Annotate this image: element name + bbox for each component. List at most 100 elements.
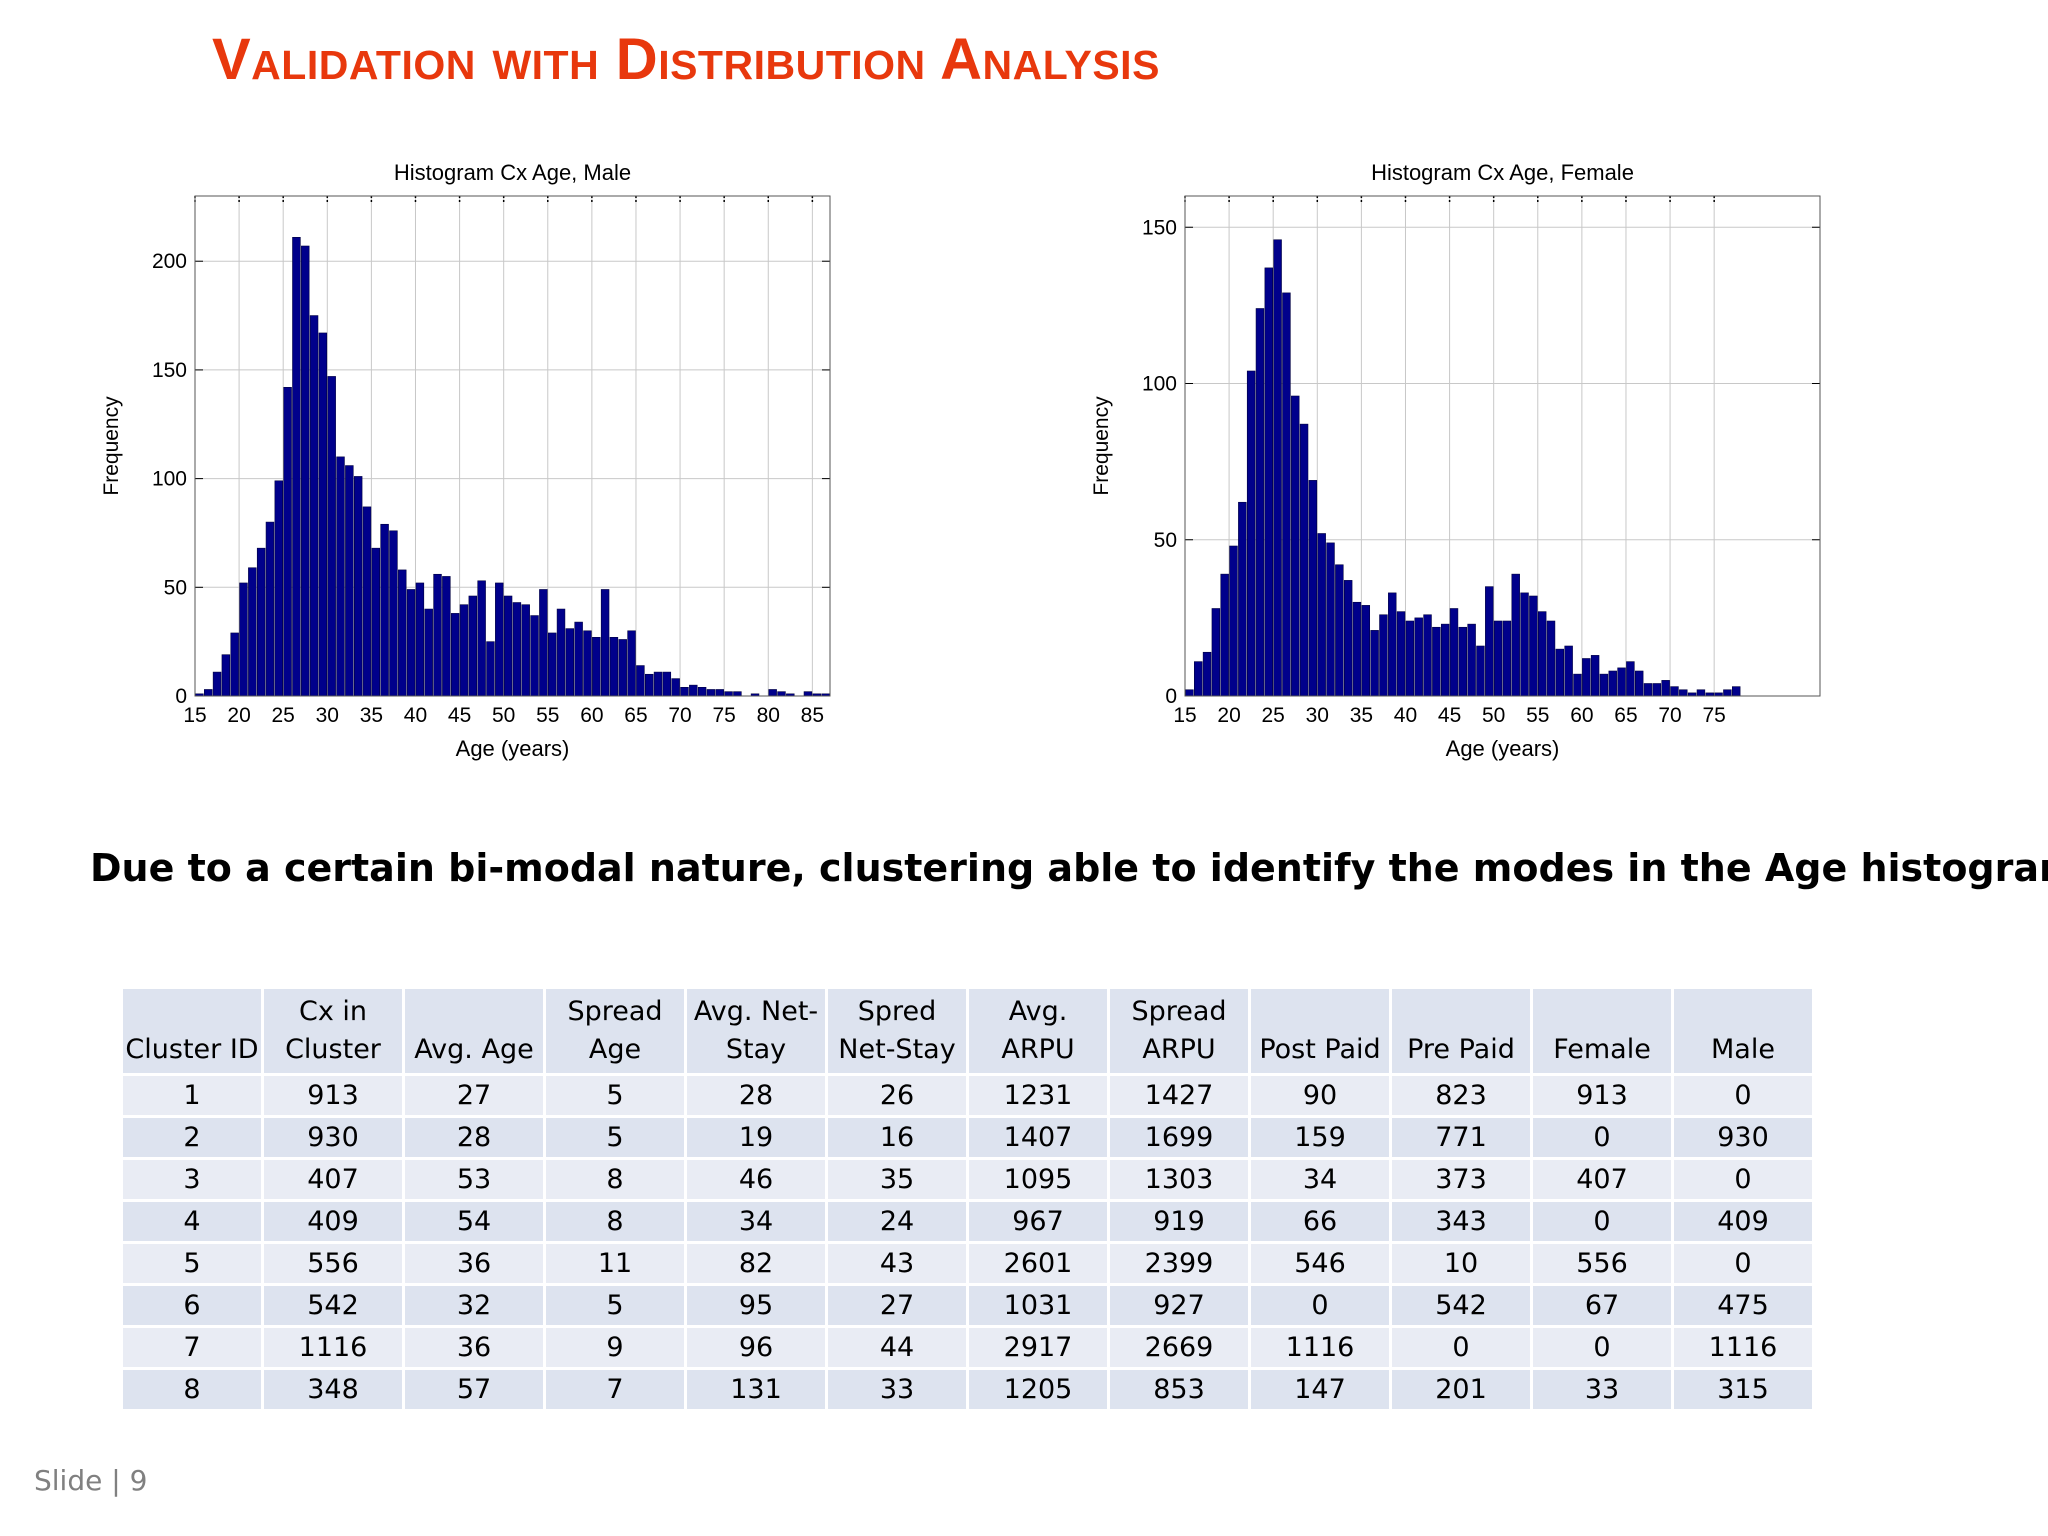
header-spread-age: Spread Age [546,989,684,1073]
plot-frame [194,195,831,697]
x-tick-label: 75 [1702,704,1725,727]
female-age-histogram: 15 20 25 30 35 40 45 50 55 60 65 70 75 0 50 100 150 Histo… [1090,160,1821,761]
histogram-bar [1432,626,1441,697]
histogram-bar [1643,683,1653,697]
table-cell: 44 [828,1328,966,1367]
histogram-bar [1696,689,1706,697]
histogram-bar [495,582,504,697]
header-avg-arpu: Avg. ARPU [969,989,1107,1073]
histogram-bar [1502,620,1512,697]
histogram-bar [600,589,610,697]
table-cell: 0 [1674,1160,1812,1199]
histogram-bar [1582,658,1591,697]
histogram-bar [1246,370,1256,697]
histogram-bar [371,547,381,697]
slide-number: Slide | 9 [34,1464,148,1497]
histogram-bar [1308,480,1318,697]
histogram-bar [248,567,257,697]
x-tick-label: 20 [227,704,250,727]
histogram-bar [618,639,627,697]
histogram-bar [318,332,328,697]
x-tick-label: 45 [448,704,471,727]
header-cluster-id: Cluster ID [123,989,261,1073]
histogram-bar [715,689,724,697]
x-tick-label: 40 [404,704,427,727]
histogram-bar [1732,686,1741,697]
y-axis-label: Frequency [1090,396,1113,496]
histogram-bar [398,569,407,697]
histogram-bar [1467,623,1476,697]
histogram-bar [512,602,522,697]
x-tick-label: 55 [1526,704,1549,727]
histogram-bar [1220,573,1229,697]
table-row: 1 913 27 5 28 26 1231 1427 90 823 913 0 [123,1076,1812,1115]
table-cell: 9 [546,1328,684,1367]
table-cell: 1231 [969,1076,1107,1115]
histogram-bar [1361,605,1371,697]
table-cell: 2917 [969,1328,1107,1367]
table-cell: 36 [405,1244,543,1283]
table-cell: 927 [1110,1286,1248,1325]
histogram-bar [486,641,495,697]
histogram-bar [477,580,486,697]
histogram-bar [468,595,478,697]
histogram-bar [1388,592,1397,697]
histogram-bar [592,637,601,697]
table-header-row: Cluster ID Cx in Cluster Avg. Age Spread… [123,989,1812,1073]
y-tick-label: 0 [1165,685,1177,708]
x-tick-label: 60 [580,704,603,727]
y-tick-label: 50 [1154,529,1177,552]
histogram-bar [1194,661,1203,697]
histogram-bar [609,637,619,697]
x-tick-label: 75 [712,704,735,727]
histogram-bar [442,576,451,697]
histogram-bar [803,691,813,697]
table-cell: 33 [828,1370,966,1409]
histogram-bar [1661,680,1670,697]
y-tick-label: 50 [164,576,187,599]
table-cell: 542 [1392,1286,1530,1325]
plot-frame [1184,195,1821,697]
table-cell: 1 [123,1076,261,1115]
x-axis-label: Age (years) [1446,736,1560,761]
histogram-bar [1449,608,1459,697]
table-cell: 28 [687,1076,825,1115]
histogram-bar [1679,689,1688,697]
histogram-bar [1335,564,1344,697]
histogram-bar [1670,686,1679,697]
table-cell: 475 [1674,1286,1812,1325]
table-cell: 27 [405,1076,543,1115]
table-cell: 7 [123,1328,261,1367]
histogram-bar [636,665,645,697]
histogram-bar [1511,573,1520,697]
histogram-bar [1626,661,1635,697]
histogram-bar [1326,542,1335,697]
table-row: 5 556 36 11 82 43 2601 2399 546 10 556 0 [123,1244,1812,1283]
table-cell: 1407 [969,1118,1107,1157]
table-cell: 66 [1251,1202,1389,1241]
histogram-bar [459,604,469,697]
table-cell: 542 [264,1286,402,1325]
x-tick-label: 50 [492,704,515,727]
table-cell: 8 [546,1160,684,1199]
histogram-bar [415,582,425,697]
table-cell: 67 [1533,1286,1671,1325]
x-axis-label: Age (years) [456,736,570,761]
histogram-bar [1546,620,1556,697]
table-body: 1 913 27 5 28 26 1231 1427 90 823 913 0 2 930 28 5 19 16 1… [123,1076,1812,1409]
histogram-bar [503,595,513,697]
histogram-bar [1352,601,1362,697]
histogram-bar [1291,395,1300,697]
histogram-bar [1264,267,1273,697]
y-tick-label: 0 [175,685,187,708]
table-cell: 967 [969,1202,1107,1241]
histogram-bar [389,530,398,697]
table-cell: 771 [1392,1118,1530,1157]
histogram-bar [768,689,777,697]
histogram-bar [1590,655,1600,697]
table-cell: 35 [828,1160,966,1199]
histogram-bar [1414,617,1423,697]
x-tick-label: 65 [624,704,647,727]
cluster-table: Cluster ID Cx in Cluster Avg. Age Spread… [120,986,1815,1412]
table-cell: 343 [1392,1202,1530,1241]
